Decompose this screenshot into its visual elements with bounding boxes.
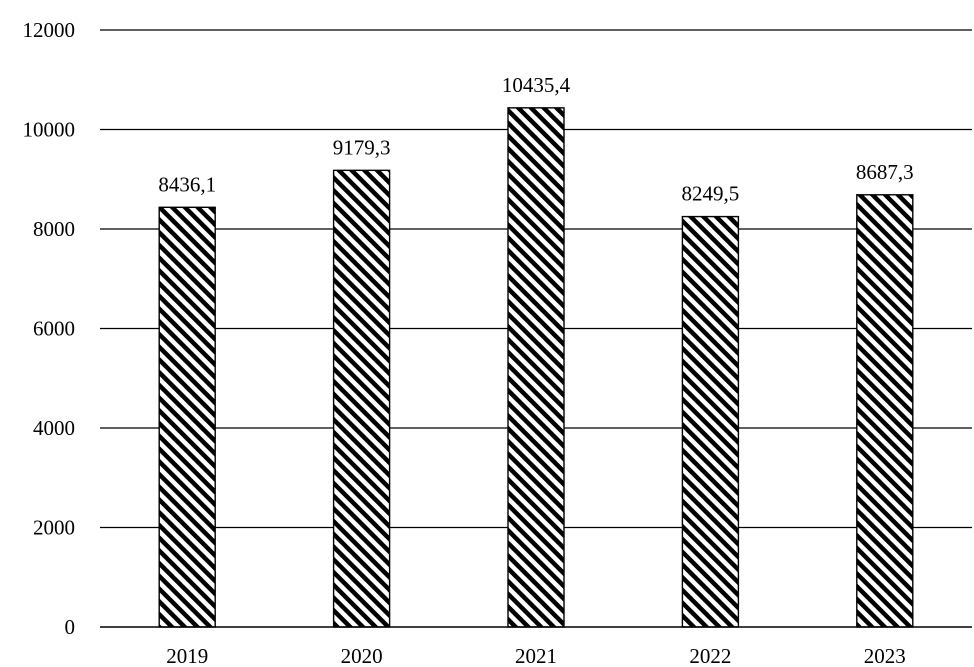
x-tick-label: 2020 — [341, 644, 383, 667]
y-tick-label: 12000 — [23, 18, 76, 42]
bar-2021 — [507, 107, 565, 628]
bar-2022 — [681, 215, 740, 628]
bar-2019 — [158, 206, 216, 628]
x-tick-label: 2022 — [689, 644, 731, 667]
data-label: 8687,3 — [856, 160, 914, 184]
data-label: 8436,1 — [158, 172, 216, 196]
y-tick-label: 6000 — [33, 317, 75, 341]
x-tick-label: 2019 — [166, 644, 208, 667]
x-tick-label: 2023 — [864, 644, 906, 667]
y-tick-label: 8000 — [33, 217, 75, 241]
y-tick-label: 10000 — [23, 118, 76, 142]
y-tick-label: 2000 — [33, 516, 75, 540]
data-labels: 8436,1 9179,3 10435,4 8249,5 8687,3 — [158, 73, 913, 206]
x-axis-tick-labels: 2019 2020 2021 2022 2023 — [166, 644, 906, 667]
data-label: 8249,5 — [682, 182, 740, 206]
data-label: 9179,3 — [333, 135, 391, 159]
bars — [158, 107, 914, 628]
y-tick-label: 0 — [65, 615, 76, 639]
bar-2020 — [332, 169, 391, 628]
x-tick-label: 2021 — [515, 644, 557, 667]
bar-2023 — [856, 194, 914, 628]
data-label: 10435,4 — [502, 73, 571, 97]
y-axis-tick-labels: 0 2000 4000 6000 8000 10000 12000 — [23, 18, 76, 639]
y-tick-label: 4000 — [33, 416, 75, 440]
